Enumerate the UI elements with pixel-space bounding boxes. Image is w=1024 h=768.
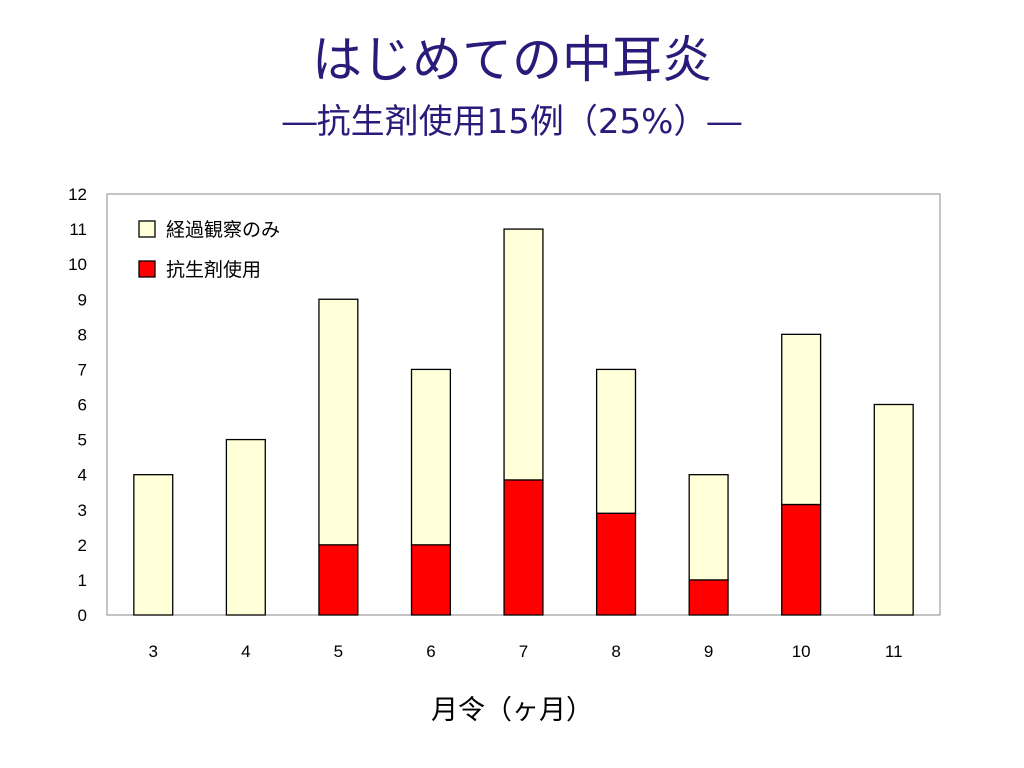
y-tick-label: 12 bbox=[68, 185, 87, 204]
legend-swatch bbox=[138, 220, 156, 238]
bar-segment-antibiotic bbox=[781, 503, 822, 616]
x-tick-label: 3 bbox=[149, 642, 158, 661]
y-tick-label: 9 bbox=[78, 290, 87, 309]
y-tick-label: 5 bbox=[78, 431, 87, 450]
bar-segment-antibiotic bbox=[503, 479, 544, 616]
bar-segment-antibiotic bbox=[688, 579, 729, 616]
bar-segment-observation bbox=[873, 403, 914, 616]
x-tick-label: 10 bbox=[792, 642, 811, 661]
bar-segment-observation bbox=[503, 228, 544, 481]
y-tick-label: 1 bbox=[78, 571, 87, 590]
y-tick-label: 3 bbox=[78, 501, 87, 520]
y-tick-label: 7 bbox=[78, 360, 87, 379]
bar-segment-observation bbox=[781, 333, 822, 506]
x-tick-label: 9 bbox=[704, 642, 713, 661]
x-tick-label: 4 bbox=[241, 642, 250, 661]
y-tick-label: 11 bbox=[69, 220, 87, 239]
x-tick-label: 7 bbox=[519, 642, 528, 661]
legend-label: 経過観察のみ bbox=[166, 219, 280, 241]
y-tick-label: 2 bbox=[78, 536, 87, 555]
x-axis-ticks: 3 4 5 6 7 8 9 10 11 bbox=[149, 642, 903, 661]
x-tick-label: 8 bbox=[611, 642, 620, 661]
x-tick-label: 6 bbox=[426, 642, 435, 661]
bars bbox=[133, 228, 914, 616]
bar-segment-observation bbox=[225, 438, 266, 616]
bar-segment-observation bbox=[595, 368, 637, 514]
x-tick-label: 5 bbox=[334, 642, 343, 661]
bar-segment-antibiotic bbox=[595, 512, 637, 616]
y-tick-label: 6 bbox=[78, 396, 87, 415]
x-axis-label: 月令（ヶ月） bbox=[431, 695, 593, 726]
y-tick-label: 0 bbox=[78, 606, 87, 625]
bar-segment-observation bbox=[133, 474, 174, 616]
bar-segment-antibiotic bbox=[410, 544, 452, 616]
legend-label: 抗生剤使用 bbox=[166, 259, 261, 281]
y-tick-label: 8 bbox=[78, 325, 87, 344]
legend-swatch bbox=[138, 260, 156, 278]
x-tick-label: 11 bbox=[885, 642, 903, 661]
bar-segment-observation bbox=[318, 298, 359, 546]
bar-segment-antibiotic bbox=[318, 544, 359, 616]
slide-title: はじめての中耳炎 bbox=[312, 31, 712, 89]
slide-subtitle: ―抗生剤使用15例（25%）― bbox=[282, 102, 742, 142]
y-tick-label: 10 bbox=[68, 255, 87, 274]
bar-segment-observation bbox=[410, 368, 452, 546]
bar-segment-observation bbox=[688, 474, 729, 581]
y-tick-label: 4 bbox=[78, 466, 87, 485]
